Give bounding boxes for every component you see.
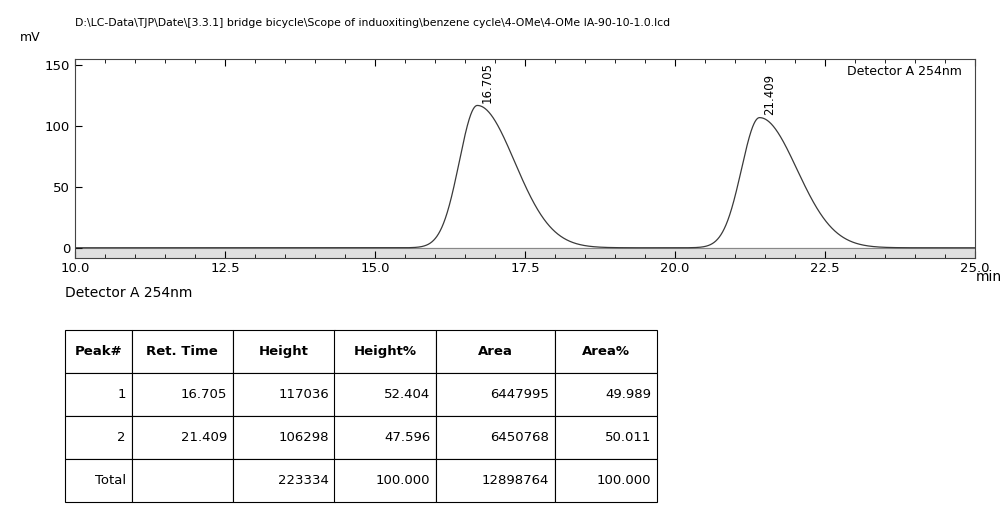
Text: Ret. Time: Ret. Time: [146, 345, 218, 358]
Bar: [555, 373, 656, 416]
Text: Detector A 254nm: Detector A 254nm: [847, 65, 962, 78]
Text: 2: 2: [117, 431, 126, 444]
Text: 100.000: 100.000: [376, 474, 430, 487]
Bar: [233, 373, 334, 416]
Bar: [65, 416, 132, 459]
Text: 6447995: 6447995: [491, 388, 549, 401]
Text: mV: mV: [20, 31, 41, 44]
Bar: [555, 459, 656, 502]
Bar: [132, 330, 233, 373]
Text: 49.989: 49.989: [605, 388, 651, 401]
Bar: [233, 416, 334, 459]
Text: Area%: Area%: [582, 345, 630, 358]
Text: Detector A 254nm: Detector A 254nm: [65, 286, 192, 300]
Text: 100.000: 100.000: [596, 474, 651, 487]
Text: 117036: 117036: [278, 388, 329, 401]
Bar: [132, 416, 233, 459]
Text: Peak#: Peak#: [74, 345, 122, 358]
Bar: [436, 330, 555, 373]
Text: 21.409: 21.409: [763, 74, 776, 115]
Text: 1: 1: [117, 388, 126, 401]
Text: Height: Height: [259, 345, 309, 358]
Bar: [436, 373, 555, 416]
Bar: [334, 416, 436, 459]
Text: Height%: Height%: [354, 345, 417, 358]
Bar: [233, 459, 334, 502]
Bar: [334, 330, 436, 373]
Text: 16.705: 16.705: [481, 62, 494, 103]
Text: 12898764: 12898764: [482, 474, 549, 487]
X-axis label: min: min: [975, 270, 1000, 284]
Text: 52.404: 52.404: [384, 388, 430, 401]
Bar: [436, 459, 555, 502]
Bar: [132, 459, 233, 502]
Text: 21.409: 21.409: [181, 431, 227, 444]
Text: D:\LC-Data\TJP\Date\[3.3.1] bridge bicycle\Scope of induoxiting\benzene cycle\4-: D:\LC-Data\TJP\Date\[3.3.1] bridge bicyc…: [75, 18, 670, 28]
Text: 16.705: 16.705: [181, 388, 227, 401]
Bar: [436, 416, 555, 459]
Text: 106298: 106298: [278, 431, 329, 444]
Bar: [233, 330, 334, 373]
Bar: [555, 416, 656, 459]
Text: Area: Area: [478, 345, 513, 358]
Bar: [65, 373, 132, 416]
Text: 50.011: 50.011: [605, 431, 651, 444]
Text: 6450768: 6450768: [491, 431, 549, 444]
Text: 223334: 223334: [278, 474, 329, 487]
Bar: [334, 373, 436, 416]
Bar: [65, 330, 132, 373]
Text: 47.596: 47.596: [384, 431, 430, 444]
Bar: [132, 373, 233, 416]
Bar: [334, 459, 436, 502]
Bar: [65, 459, 132, 502]
Bar: [555, 330, 656, 373]
Text: Total: Total: [95, 474, 126, 487]
